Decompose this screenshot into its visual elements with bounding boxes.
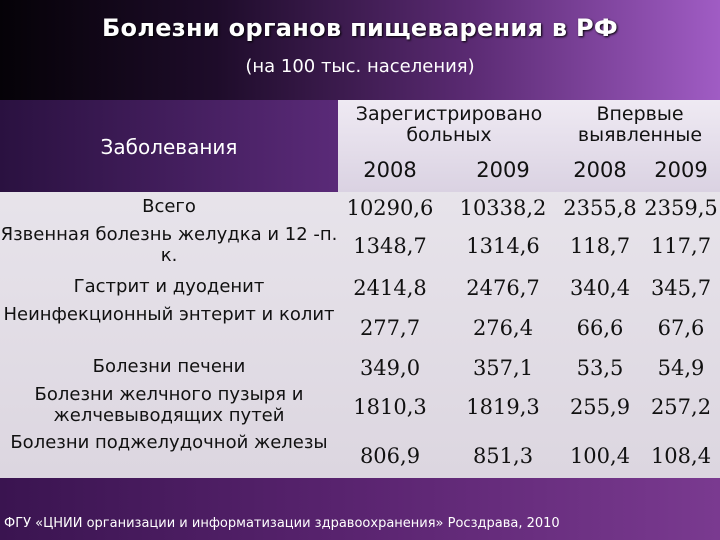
value-cell: 2359,5 — [644, 196, 718, 220]
page-subtitle: (на 100 тыс. населения) — [245, 56, 475, 77]
table-header-values-cell — [338, 100, 720, 192]
value-cell: 2355,8 — [563, 196, 637, 220]
value-cell: 1819,3 — [466, 395, 540, 419]
row-label: Болезни печени — [92, 356, 246, 377]
header-first-detected: Впервые выявленные — [577, 103, 703, 146]
row-label: Неинфекционный энтерит и колит — [3, 304, 335, 325]
value-cell: 2414,8 — [353, 276, 427, 300]
row-label: Гастрит и дуоденит — [73, 276, 265, 297]
value-cell: 1810,3 — [353, 395, 427, 419]
value-cell: 53,5 — [576, 356, 624, 380]
table-row: Неинфекционный энтерит и колит 277,7 276… — [0, 304, 720, 350]
value-cell: 1314,6 — [466, 234, 540, 258]
value-cell: 276,4 — [472, 316, 534, 340]
value-cell: 10290,6 — [346, 196, 434, 220]
header-year: 2008 — [363, 158, 417, 182]
value-cell: 2476,7 — [466, 276, 540, 300]
row-label: Всего — [142, 196, 196, 217]
value-cell: 108,4 — [650, 444, 712, 468]
value-cell: 54,9 — [657, 356, 705, 380]
table-row: Болезни печени 349,0 357,1 53,5 54,9 — [0, 356, 720, 382]
table-row: Гастрит и дуоденит 2414,8 2476,7 340,4 3… — [0, 276, 720, 302]
footer-bar — [0, 478, 720, 540]
value-cell: 257,2 — [650, 395, 712, 419]
value-cell: 349,0 — [359, 356, 421, 380]
value-cell: 277,7 — [359, 316, 421, 340]
source-footer: ФГУ «ЦНИИ организации и информатизации з… — [4, 516, 560, 531]
value-cell: 118,7 — [569, 234, 631, 258]
table-row: Болезни желчного пузыря и желчевыводящих… — [0, 384, 720, 430]
value-cell: 255,9 — [569, 395, 631, 419]
value-cell: 806,9 — [359, 444, 421, 468]
value-cell: 851,3 — [472, 444, 534, 468]
table-row: Язвенная болезнь желудка и 12 -п. к. 134… — [0, 224, 720, 270]
value-cell: 340,4 — [569, 276, 631, 300]
table-header-diseases-cell — [0, 100, 338, 192]
header-registered: Зарегистрировано больных — [355, 103, 543, 146]
page-title: Болезни органов пищеварения в РФ — [101, 14, 619, 42]
header-year: 2008 — [573, 158, 627, 182]
row-label: Болезни желчного пузыря и желчевыводящих… — [34, 384, 304, 426]
value-cell: 10338,2 — [459, 196, 547, 220]
header-diseases: Заболевания — [100, 135, 238, 159]
table-row: Болезни поджелудочной железы 806,9 851,3… — [0, 432, 720, 478]
table-row: Всего 10290,6 10338,2 2355,8 2359,5 — [0, 196, 720, 222]
row-label: Язвенная болезнь желудка и 12 -п. к. — [0, 224, 338, 266]
value-cell: 345,7 — [650, 276, 712, 300]
header-year: 2009 — [476, 158, 530, 182]
header-year: 2009 — [654, 158, 708, 182]
value-cell: 357,1 — [472, 356, 534, 380]
value-cell: 67,6 — [657, 316, 705, 340]
value-cell: 100,4 — [569, 444, 631, 468]
value-cell: 117,7 — [650, 234, 712, 258]
value-cell: 66,6 — [576, 316, 624, 340]
title-bar — [0, 0, 720, 100]
value-cell: 1348,7 — [353, 234, 427, 258]
row-label: Болезни поджелудочной железы — [10, 432, 328, 453]
